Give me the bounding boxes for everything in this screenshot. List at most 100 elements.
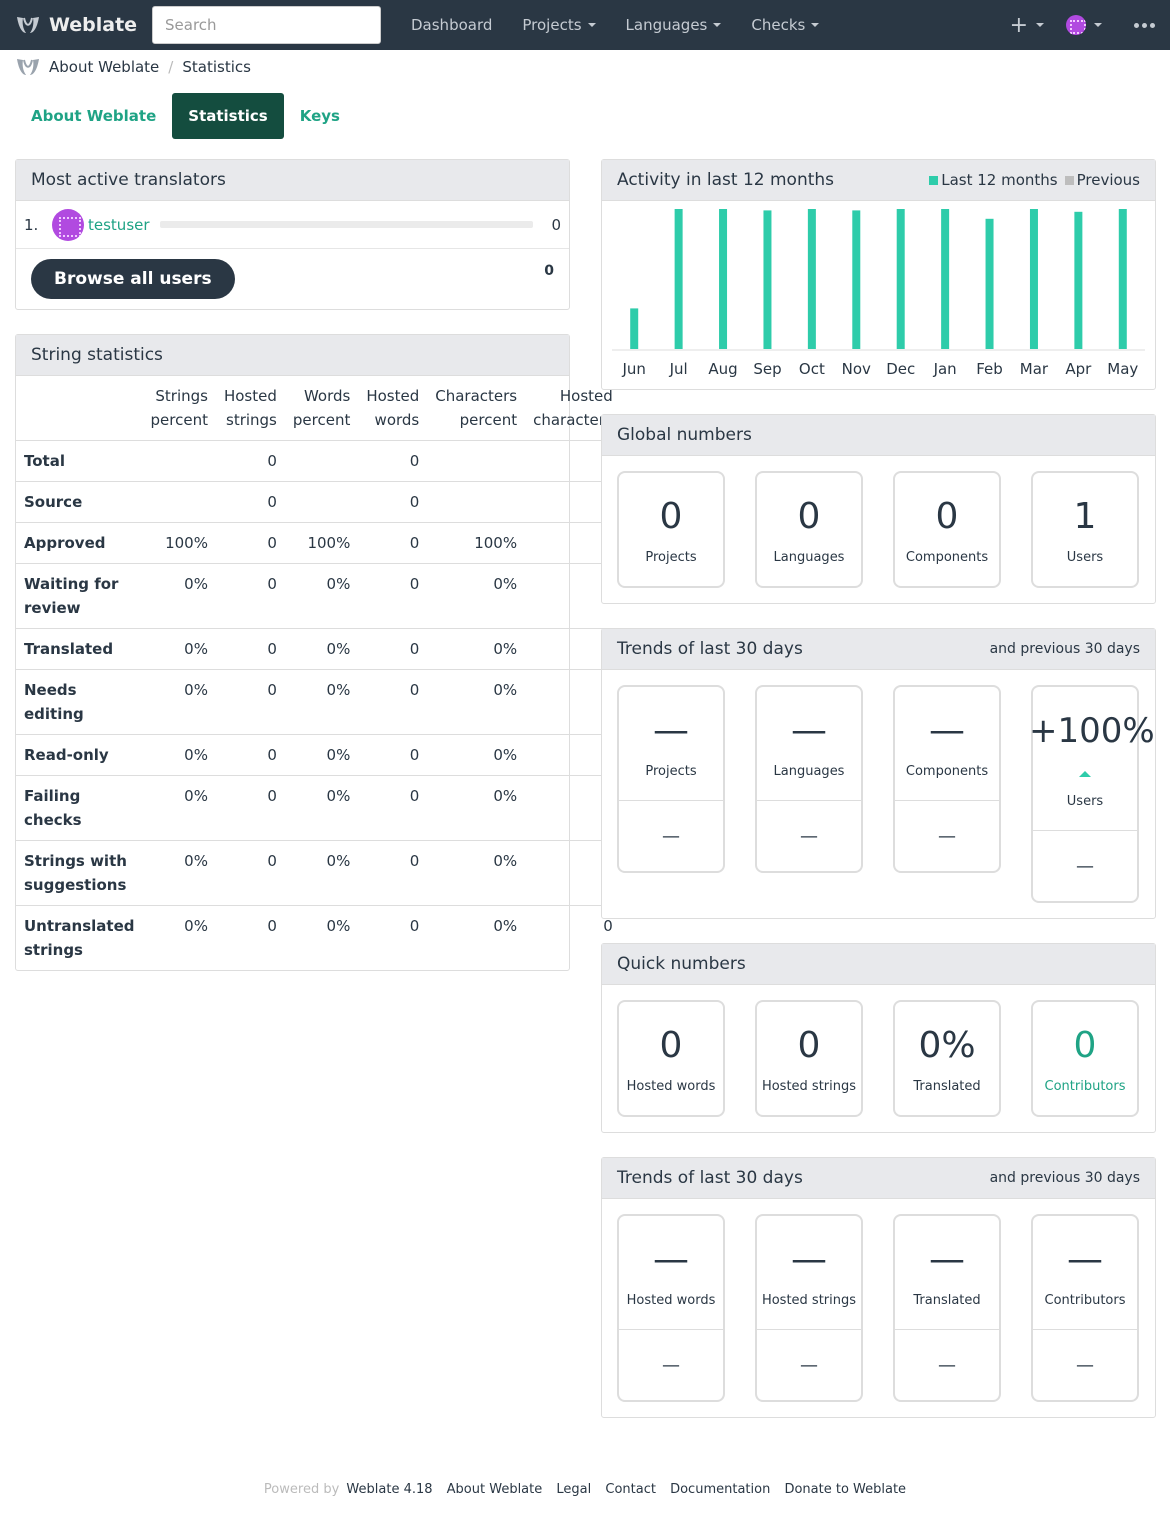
panel-title: Quick numbers (617, 954, 746, 974)
table-cell: 0% (142, 905, 216, 970)
table-cell: 100% (427, 522, 526, 564)
footer-link-about[interactable]: About Weblate (446, 1482, 543, 1497)
table-cell: 0% (142, 775, 216, 841)
translator-name-link[interactable]: testuser (88, 215, 150, 234)
search-input[interactable] (152, 6, 381, 44)
table-cell: 0% (427, 669, 526, 735)
stat-value: 0 (1073, 1025, 1097, 1066)
brand-link[interactable]: Weblate (15, 14, 152, 36)
row-label: Strings with suggestions (16, 840, 143, 906)
table-cell: 0 (215, 522, 285, 564)
table-cell: 0 (358, 522, 428, 564)
stat-box: 0 Hosted strings (755, 1000, 863, 1117)
table-cell: 0% (427, 734, 526, 776)
bar-feb (985, 218, 994, 349)
nav-checks[interactable]: Checks (736, 0, 834, 50)
quick-numbers-panel: Quick numbers 0 Hosted words 0 Hosted strin… (601, 943, 1156, 1133)
footer-link-docs[interactable]: Documentation (670, 1482, 771, 1497)
tab-keys[interactable]: Keys (299, 107, 340, 125)
table-cell: 0 (358, 669, 428, 735)
table-cell: 0% (142, 669, 216, 735)
tab-about[interactable]: About Weblate (31, 107, 157, 125)
row-label: Approved (16, 522, 143, 564)
table-cell (427, 440, 526, 482)
nav-projects[interactable]: Projects (507, 0, 610, 50)
stat-label: Components (905, 764, 989, 779)
table-cell: 0% (427, 905, 526, 970)
bar-oct (807, 209, 816, 349)
x-tick-label: May (1107, 360, 1138, 378)
column-header: Characters percent (435, 387, 518, 429)
footer-link-contact[interactable]: Contact (605, 1482, 656, 1497)
add-menu-button[interactable]: + (1010, 13, 1044, 38)
column-header: Words percent (292, 387, 351, 429)
stat-previous-value: — (619, 800, 723, 871)
bar-aug (719, 209, 728, 349)
stat-label: Languages (773, 764, 845, 779)
table-cell: 0 (215, 734, 285, 776)
stat-box: 1 Users (1031, 471, 1139, 588)
stat-label: Hosted strings (761, 1079, 857, 1094)
stat-box: — Hosted strings — (755, 1214, 863, 1402)
user-menu-button[interactable] (1066, 15, 1102, 35)
table-cell: 0% (284, 905, 359, 970)
stat-value: +100% (1029, 711, 1155, 751)
footer-link-version[interactable]: Weblate 4.18 (346, 1482, 433, 1497)
stat-box: 0 Components (893, 471, 1001, 588)
row-label: Total (16, 440, 143, 482)
tab-statistics[interactable]: Statistics (172, 93, 284, 139)
x-tick-label: Mar (1020, 360, 1049, 378)
stat-label: Contributors (1044, 1079, 1126, 1094)
stat-previous-value: — (895, 1329, 999, 1400)
breadcrumb-separator: / (168, 58, 174, 76)
table-row: Untranslated strings 0% 0 0% 0 0% 0 (16, 905, 621, 970)
footer: Powered by Weblate 4.18 About Weblate Le… (0, 1482, 1170, 1497)
stat-box: — Projects — (617, 685, 725, 873)
table-cell: 100% (284, 522, 359, 564)
avatar (52, 208, 84, 241)
more-menu-icon[interactable] (1134, 22, 1155, 28)
caret-down-icon (811, 23, 820, 27)
stat-value: — (1067, 1239, 1103, 1280)
footer-link-donate[interactable]: Donate to Weblate (784, 1482, 907, 1497)
activity-chart-svg: Jun Jul Aug Sep Oct Nov Dec Jan Feb Mar Apr May (612, 209, 1145, 378)
stat-value: 0 (659, 496, 683, 537)
table-cell: 0 (358, 563, 428, 629)
table-cell: 0 (358, 628, 428, 670)
stat-previous-value: — (619, 1329, 723, 1400)
x-tick-label: Jan (933, 360, 957, 378)
stat-value: — (929, 1239, 965, 1280)
footer-link-legal[interactable]: Legal (556, 1482, 592, 1497)
browse-all-users-button[interactable]: Browse all users (31, 259, 235, 299)
breadcrumb-about[interactable]: About Weblate (49, 58, 160, 76)
nav-languages[interactable]: Languages (611, 0, 737, 50)
stat-value: — (791, 1239, 827, 1280)
stat-previous-value: — (895, 800, 999, 871)
table-cell: 0 (358, 905, 428, 970)
table-cell (142, 481, 216, 523)
stat-value: 0% (918, 1025, 976, 1066)
table-cell: 0 (215, 628, 285, 670)
breadcrumb-statistics[interactable]: Statistics (182, 58, 251, 76)
top-navbar: Weblate Dashboard Projects Languages Che… (0, 0, 1170, 50)
table-cell: 0% (427, 840, 526, 906)
table-cell: 0 (358, 734, 428, 776)
stat-box[interactable]: 0 Contributors (1031, 1000, 1139, 1117)
legend-swatch-previous (1064, 175, 1074, 185)
table-cell: 0 (215, 481, 285, 523)
table-cell (284, 440, 359, 482)
table-cell: 0% (427, 775, 526, 841)
translator-rank: 1. (24, 215, 39, 234)
row-label: Needs editing (16, 669, 143, 735)
table-cell: 0 (358, 440, 428, 482)
column-header: Hosted strings (223, 387, 277, 429)
bar-may (1118, 209, 1127, 349)
nav-dashboard[interactable]: Dashboard (396, 0, 507, 50)
panel-title: Most active translators (31, 170, 226, 190)
stat-box: 0 Projects (617, 471, 725, 588)
